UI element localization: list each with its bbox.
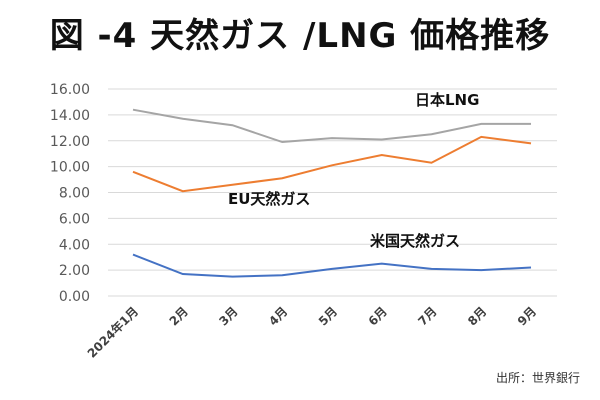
chart-title: 図 -4 天然ガス /LNG 価格推移 (49, 16, 551, 56)
x-tick-label: 3月 (216, 304, 240, 328)
series-label: 日本LNG (415, 91, 479, 109)
x-tick-label: 9月 (515, 304, 539, 328)
y-tick-label: 10.00 (50, 160, 90, 176)
x-tick-label: 4月 (266, 304, 290, 328)
x-tick-label: 2024年1月 (84, 304, 141, 361)
y-tick-label: 14.00 (50, 108, 90, 124)
y-tick-label: 4.00 (59, 237, 90, 253)
y-tick-label: 0.00 (59, 289, 90, 305)
x-tick-label: 5月 (316, 304, 340, 328)
x-tick-label: 8月 (465, 304, 489, 328)
source-note: 出所：世界銀行 (495, 371, 580, 385)
y-tick-label: 16.00 (50, 82, 90, 98)
y-tick-label: 6.00 (59, 211, 90, 227)
x-tick-label: 6月 (366, 304, 390, 328)
x-tick-label: 7月 (415, 304, 439, 328)
series-label: EU天然ガス (228, 190, 310, 208)
series-line-2 (132, 253, 532, 278)
y-tick-label: 12.00 (50, 134, 90, 150)
x-tick-label: 2月 (167, 304, 191, 328)
y-tick-label: 8.00 (59, 186, 90, 202)
series-line-1 (132, 135, 532, 193)
series-label: 米国天然ガス (370, 232, 460, 250)
y-tick-label: 2.00 (59, 263, 90, 279)
